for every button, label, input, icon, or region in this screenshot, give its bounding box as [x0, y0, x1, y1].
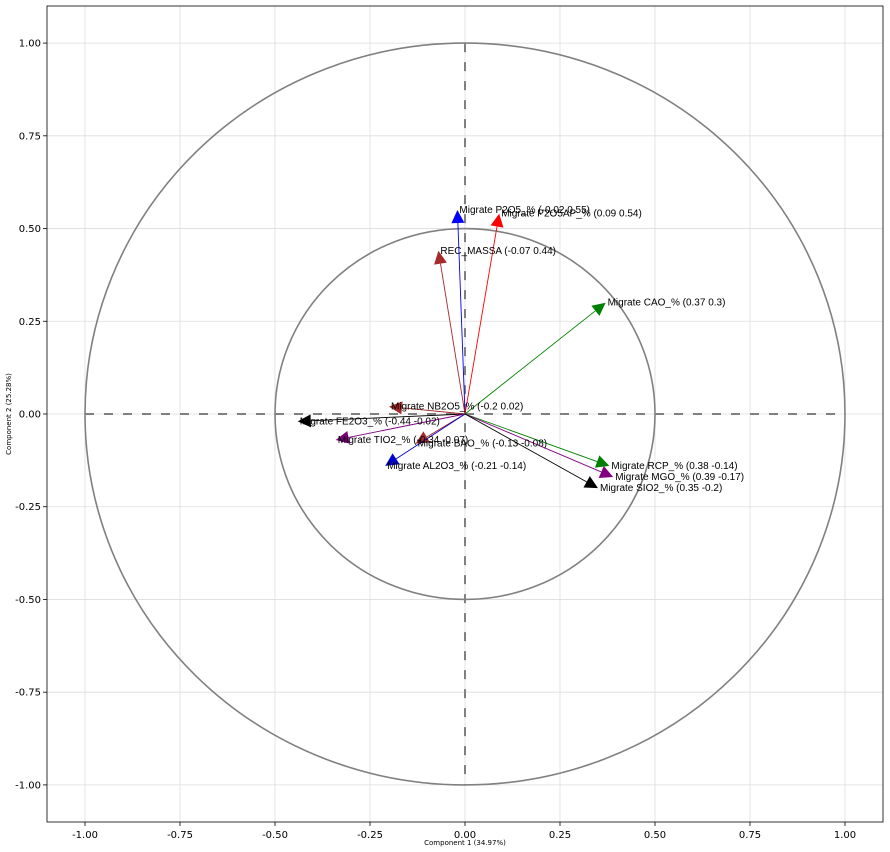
- x-tick-label: 0.25: [549, 830, 571, 841]
- y-tick-label: 1.00: [19, 39, 41, 50]
- vector-line: [464, 413, 602, 473]
- vector-line: [464, 226, 498, 415]
- y-tick-label: 0.50: [19, 224, 41, 235]
- vectors: [297, 210, 614, 489]
- y-axis-label: Component 2 (25.28%): [5, 373, 13, 455]
- vector-line: [440, 263, 466, 415]
- x-tick-label: 1.00: [834, 830, 856, 841]
- vector-label: REC_MASSA (-0.07 0.44): [440, 246, 556, 257]
- x-tick-label: -0.25: [357, 830, 383, 841]
- vector-arrowhead: [389, 401, 403, 415]
- vector-label: Migrate P2O5_% (-0.02 0.55): [459, 205, 590, 216]
- vector-arrowhead: [297, 414, 312, 428]
- y-tick-label: -1.00: [15, 780, 41, 791]
- y-tick-label: -0.75: [15, 688, 41, 699]
- vector-labels: Migrate P2O5_% (-0.02 0.55)Migrate P2O5A…: [300, 205, 744, 494]
- vector-line: [395, 413, 466, 460]
- vector-arrowhead: [415, 431, 431, 444]
- vector-line: [464, 413, 598, 462]
- y-tick-label: 0.00: [19, 410, 41, 421]
- vector-label: Migrate SIO2_% (0.35 -0.2): [600, 483, 722, 494]
- vector-label: Migrate MGO_% (0.39 -0.17): [615, 472, 744, 483]
- y-tick-label: 0.25: [19, 317, 41, 328]
- vector-line: [310, 413, 466, 422]
- x-tick-label: 0.75: [739, 830, 761, 841]
- y-tick-label: -0.50: [15, 595, 41, 606]
- x-tick-label: 0.50: [644, 830, 666, 841]
- vector-line: [401, 407, 466, 415]
- vector-line: [464, 310, 596, 415]
- y-tick-label: 0.75: [19, 131, 41, 142]
- vector-label: Migrate AL2O3_% (-0.21 -0.14): [387, 461, 526, 472]
- x-tick-label: -0.75: [167, 830, 193, 841]
- vector-line: [457, 222, 466, 415]
- vector-arrowhead: [451, 210, 465, 224]
- vector-arrowhead: [583, 476, 598, 489]
- y-axis-ticks: -1.00 -0.75 -0.50 -0.25 0.00 0.25 0.50 0.75 1.00: [15, 39, 47, 791]
- vector-arrowhead: [335, 431, 350, 444]
- vector-line: [464, 413, 587, 483]
- vector-label: Migrate TIO2_% (-0.34 -0.07): [338, 435, 468, 446]
- vector-label: Migrate FE2O3_% (-0.44 -0.02): [300, 416, 440, 427]
- x-axis-ticks: -1.00 -0.75 -0.50 -0.25 0.00 0.25 0.50 0.75 1.00: [72, 822, 856, 841]
- x-tick-label: -1.00: [72, 830, 98, 841]
- vector-arrowhead: [598, 465, 614, 478]
- vector-arrowhead: [591, 302, 606, 316]
- x-tick-label: 0.00: [454, 830, 476, 841]
- vector-label: Migrate P2O5AP_% (0.09 0.54): [501, 209, 642, 220]
- y-tick-label: -0.25: [15, 502, 41, 513]
- x-axis-label: Component 1 (34.97%): [424, 839, 506, 847]
- vector-arrowhead: [594, 455, 610, 468]
- vector-label: Migrate RCP_% (0.38 -0.14): [611, 461, 737, 472]
- vector-label: Migrate BAO_% (-0.13 -0.08): [418, 439, 547, 450]
- vector-arrowhead: [490, 213, 504, 228]
- vector-arrowhead: [385, 453, 400, 466]
- vector-label: Migrate NB2O5_% (-0.2 0.02): [391, 402, 523, 413]
- vector-arrowhead: [434, 250, 447, 265]
- vector-line: [348, 413, 466, 438]
- x-tick-label: -0.50: [262, 830, 288, 841]
- vector-label: Migrate CAO_% (0.37 0.3): [608, 298, 726, 309]
